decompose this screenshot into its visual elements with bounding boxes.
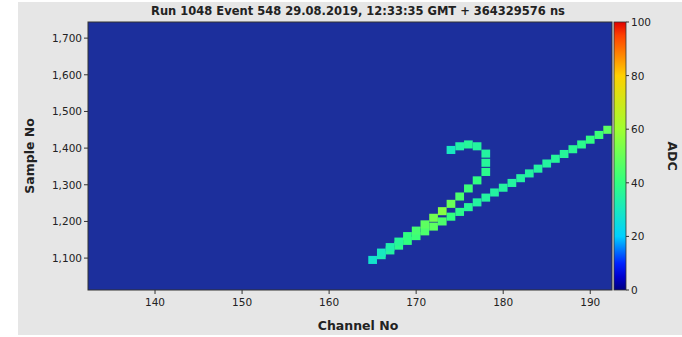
x-tick-label: 190	[580, 296, 600, 308]
heat-cell	[551, 155, 560, 163]
y-tick-label: 1,300	[52, 179, 82, 191]
heat-cell	[464, 184, 473, 192]
y-tick	[84, 184, 88, 185]
heat-cell	[368, 256, 377, 264]
colorbar-tick-label: 0	[631, 284, 638, 296]
y-tick-label: 1,700	[52, 32, 82, 44]
colorbar-tick	[626, 182, 629, 183]
x-tick-label: 140	[145, 296, 165, 308]
heat-cell	[438, 217, 447, 225]
y-tick	[84, 111, 88, 112]
heat-cell	[577, 140, 586, 148]
plot-background	[88, 22, 612, 290]
heat-cell	[586, 136, 595, 144]
heat-cell	[412, 227, 421, 235]
x-tick	[590, 290, 591, 294]
heat-cell	[464, 203, 473, 211]
colorbar-label: ADC	[665, 141, 680, 170]
heat-cell	[438, 207, 447, 215]
heat-cell	[473, 198, 482, 206]
colorbar-tick-label: 20	[631, 230, 644, 242]
colorbar	[614, 22, 626, 290]
heat-cell	[595, 131, 604, 139]
heat-cell	[481, 150, 490, 158]
y-tick	[84, 74, 88, 75]
heat-cell	[516, 174, 525, 182]
heat-cell	[464, 140, 473, 148]
y-tick	[84, 148, 88, 149]
y-tick	[84, 38, 88, 39]
colorbar-tick-label: 60	[631, 123, 644, 135]
y-tick	[84, 221, 88, 222]
x-tick-label: 150	[232, 296, 252, 308]
y-tick-label: 1,400	[52, 142, 82, 154]
y-tick	[84, 258, 88, 259]
colorbar-tick-label: 40	[631, 177, 644, 189]
x-tick	[503, 290, 504, 294]
chart: Run 1048 Event 548 29.08.2019, 12:33:35 …	[0, 0, 682, 337]
heat-cell	[421, 220, 430, 228]
heat-cell	[455, 142, 464, 150]
x-axis-label: Channel No	[318, 318, 399, 333]
plot-frame	[88, 22, 612, 290]
x-tick	[242, 290, 243, 294]
heat-cell	[568, 145, 577, 153]
heat-cell	[386, 243, 395, 251]
heat-cell	[455, 192, 464, 200]
colorbar-tick-label: 100	[631, 16, 651, 28]
cells	[368, 126, 612, 264]
y-tick-label: 1,100	[52, 252, 82, 264]
heat-cell	[508, 179, 517, 187]
y-axis-label: Sample No	[22, 118, 37, 194]
heat-cell	[603, 126, 612, 134]
colorbar-tick	[626, 236, 629, 237]
heat-cell	[481, 194, 490, 202]
heat-cell	[447, 213, 456, 221]
heat-cell	[429, 214, 438, 222]
heat-cell	[473, 176, 482, 184]
colorbar-tick	[626, 129, 629, 130]
x-tick	[155, 290, 156, 294]
heat-cell	[429, 223, 438, 231]
heat-cell	[455, 208, 464, 216]
x-tick	[329, 290, 330, 294]
heat-cell	[403, 232, 412, 240]
colorbar-tick-label: 80	[631, 70, 644, 82]
heat-cell	[534, 165, 543, 173]
heat-cell	[542, 159, 551, 167]
heat-cell	[394, 238, 403, 246]
heat-cell	[377, 249, 386, 257]
heat-cell	[481, 159, 490, 167]
colorbar-tick	[626, 22, 629, 23]
colorbar-tick	[626, 290, 629, 291]
heat-cell	[481, 168, 490, 176]
y-tick-label: 1,200	[52, 215, 82, 227]
x-tick-label: 160	[319, 296, 339, 308]
y-tick-label: 1,600	[52, 69, 82, 81]
heat-cell	[447, 200, 456, 208]
heat-cell	[421, 227, 430, 235]
heat-cell	[447, 146, 456, 154]
x-tick-label: 180	[493, 296, 513, 308]
heat-cell	[560, 150, 569, 158]
page-background	[0, 0, 682, 337]
heat-cell	[525, 169, 534, 177]
colorbar-tick	[626, 75, 629, 76]
heat-cell	[499, 184, 508, 192]
x-tick-label: 170	[406, 296, 426, 308]
y-tick-label: 1,500	[52, 105, 82, 117]
x-tick	[416, 290, 417, 294]
figure-panel	[18, 2, 682, 335]
title: Run 1048 Event 548 29.08.2019, 12:33:35 …	[151, 4, 565, 18]
heat-cell	[490, 188, 499, 196]
heat-cell	[473, 142, 482, 150]
